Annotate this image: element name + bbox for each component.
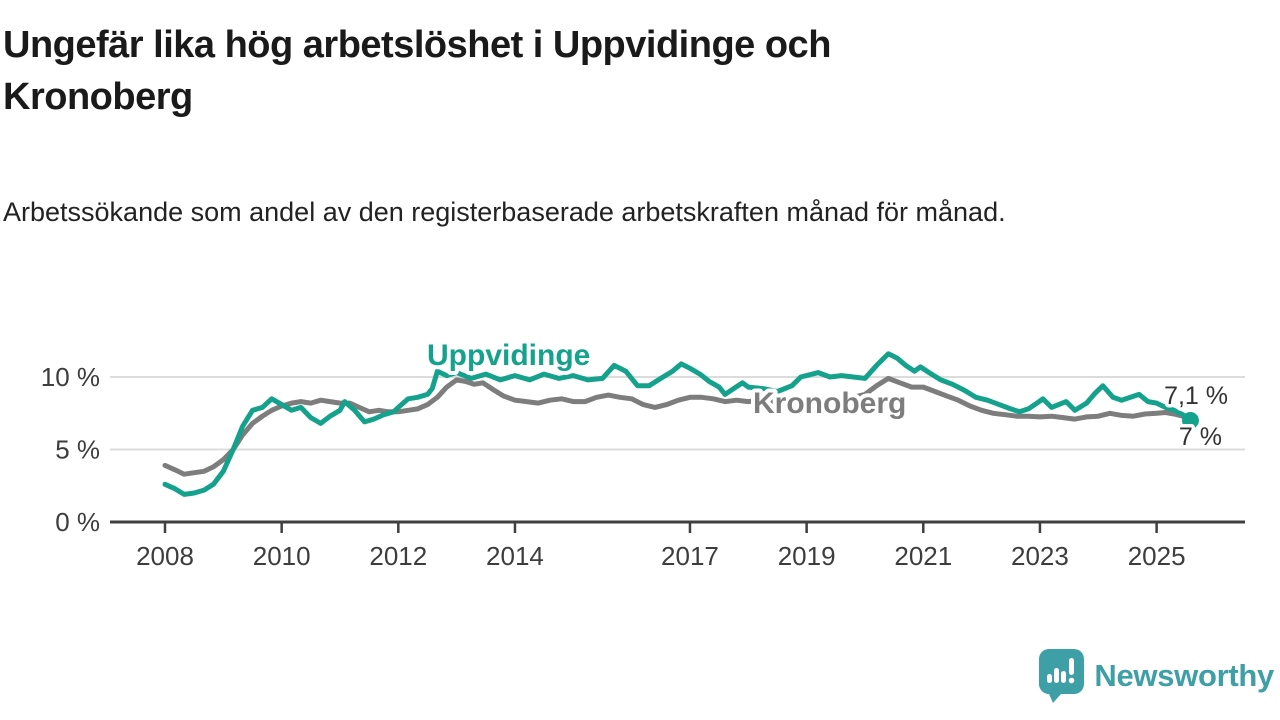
y-tick-label: 10 % [41, 362, 100, 392]
y-tick-label: 0 % [55, 507, 100, 537]
newsworthy-logo-text: Newsworthy [1094, 658, 1274, 693]
x-tick-label: 2017 [661, 541, 719, 571]
newsworthy-logo[interactable]: Newsworthy [1038, 648, 1274, 704]
newsworthy-logo-icon [1039, 649, 1085, 703]
series-label-kronoberg: Kronoberg [753, 387, 906, 420]
series-label-uppvidinge: Uppvidinge [427, 339, 590, 372]
x-tick-label: 2025 [1128, 541, 1186, 571]
x-tick-label: 2012 [369, 541, 427, 571]
x-tick-label: 2010 [253, 541, 311, 571]
chart-subtitle: Arbetssökande som andel av den registerb… [3, 197, 1006, 227]
series-line-kronoberg [162, 375, 1193, 477]
x-tick-label: 2008 [136, 541, 194, 571]
x-tick-label: 2014 [486, 541, 544, 571]
line-chart: 2008 2010 2012 2014 2017 2019 2021 2023 2025 0 % 5… [41, 335, 1245, 571]
x-tick-label: 2019 [778, 541, 836, 571]
x-tick-label: 2023 [1011, 541, 1069, 571]
end-value-label-uppvidinge: 7 % [1179, 423, 1222, 451]
chart-title: Ungefär lika hög arbetslöshet i Uppvidin… [3, 24, 831, 118]
end-value-label-kronoberg: 7,1 % [1164, 382, 1228, 410]
x-tick-label: 2021 [894, 541, 952, 571]
end-dot-uppvidinge [1181, 412, 1199, 429]
y-tick-label: 5 % [55, 435, 100, 465]
series-line-uppvidinge [162, 351, 1193, 497]
